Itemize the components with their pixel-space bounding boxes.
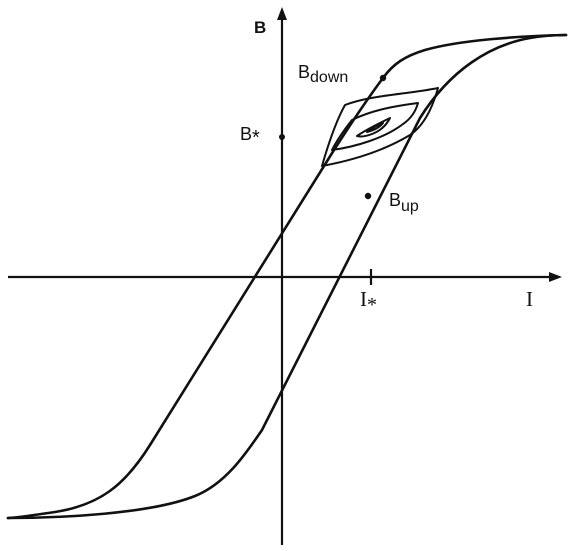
b-down-label-sub: down xyxy=(310,69,348,86)
b-up-label: Bup xyxy=(389,190,419,215)
b-down-label-main: B xyxy=(298,62,310,82)
i-star-label: I* xyxy=(360,287,377,316)
b-star-tick xyxy=(279,134,285,140)
b-star-label: B* xyxy=(240,124,260,149)
x-axis-arrowhead xyxy=(549,272,562,282)
b-down-point xyxy=(380,75,386,81)
b-down-label: Bdown xyxy=(298,62,348,86)
axes xyxy=(8,7,562,545)
b-up-label-sub: up xyxy=(401,198,419,215)
b-up-point xyxy=(365,193,371,199)
y-axis-arrowhead xyxy=(277,7,287,20)
axis-x-label: I xyxy=(526,287,533,311)
axis-y-label: B xyxy=(254,18,266,37)
i-star-mark: * xyxy=(367,294,377,316)
b-star-label-main: B xyxy=(240,124,252,144)
b-star-mark: * xyxy=(252,127,260,149)
i-star-label-main: I xyxy=(360,287,367,311)
b-up-label-main: B xyxy=(389,190,401,210)
